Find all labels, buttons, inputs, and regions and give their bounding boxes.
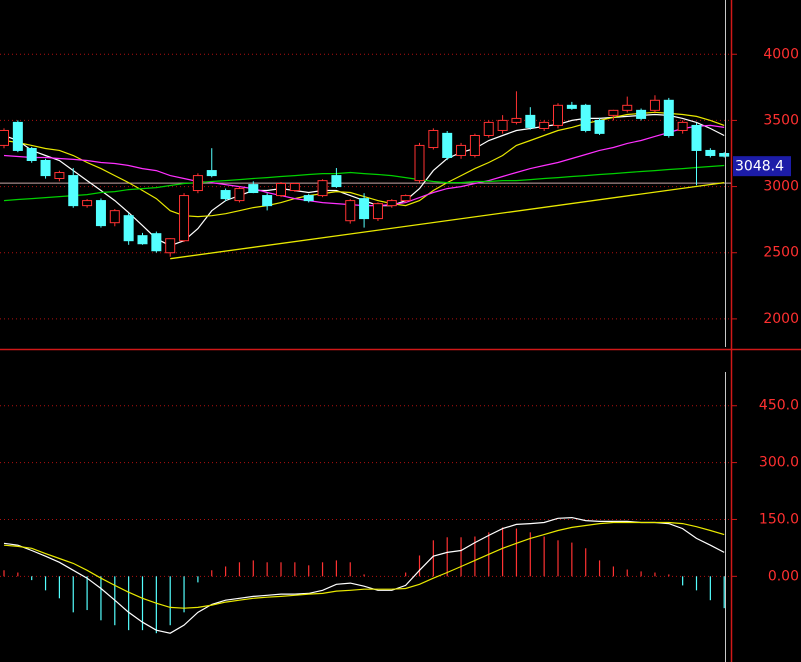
candle-body — [580, 104, 591, 131]
candle-body — [636, 109, 647, 119]
last-price-tag: 3048.4 — [733, 156, 791, 177]
candle-body — [663, 99, 674, 136]
candle-body — [705, 149, 716, 156]
candle-body — [165, 238, 176, 254]
candle-body — [608, 109, 619, 116]
y-tick-label: 3000 — [763, 179, 799, 195]
candle-body — [594, 119, 605, 134]
candle-body — [276, 183, 286, 197]
last-price-label: 3048.4 — [735, 159, 784, 175]
candle-body — [54, 172, 65, 179]
plot-layer — [0, 53, 731, 634]
candle-body — [192, 175, 203, 192]
candle-body — [428, 129, 439, 149]
candle-body — [359, 198, 370, 220]
candle-body — [649, 99, 660, 111]
macd-line — [3, 521, 725, 609]
candle-body — [40, 160, 51, 177]
candle-body — [483, 121, 494, 136]
candle-body — [151, 233, 162, 252]
candle-body — [289, 183, 300, 192]
trendline — [170, 181, 725, 260]
candle-body — [400, 195, 411, 202]
candle-body — [622, 104, 633, 111]
y-tick-label: 2500 — [763, 245, 799, 261]
y-tick-label: 300.0 — [759, 455, 799, 471]
candle-body — [234, 188, 245, 202]
y-tick-label: 2000 — [763, 311, 799, 327]
candle-body — [12, 121, 23, 151]
candle-body — [386, 200, 397, 207]
candle-body — [719, 152, 730, 157]
candle-body — [82, 200, 93, 207]
candle-body — [345, 200, 356, 222]
candle-body — [331, 175, 342, 188]
candle-body — [566, 104, 577, 109]
candle-body — [497, 119, 508, 131]
candle-body — [442, 132, 453, 158]
candle-body — [0, 129, 9, 146]
candle-body — [137, 235, 148, 245]
moving-average — [3, 164, 725, 202]
candle-body — [553, 104, 563, 126]
candle-body — [677, 121, 688, 131]
candle-body — [262, 195, 273, 207]
last-price-box — [733, 156, 791, 177]
y-tick-label: 450.0 — [759, 398, 799, 414]
candle-body — [525, 114, 536, 128]
candle-body — [123, 215, 134, 242]
candle-body — [372, 203, 383, 220]
candle-body — [68, 175, 79, 207]
candle-body — [303, 195, 314, 202]
candle-body — [206, 170, 217, 177]
candle-body — [539, 121, 550, 129]
candle-body — [469, 134, 480, 156]
y-tick-label: 0.00 — [768, 568, 799, 584]
candle-body — [26, 147, 37, 162]
candle-body — [220, 190, 231, 200]
macd-line — [3, 516, 725, 634]
candle-body — [414, 144, 425, 182]
candle-body — [95, 200, 106, 227]
candle-body — [109, 210, 120, 224]
candle-body — [248, 184, 259, 194]
y-tick-label: 150.0 — [759, 511, 799, 527]
y-tick-label: 3500 — [763, 112, 799, 128]
candle-body — [317, 180, 328, 197]
candle-body — [456, 144, 467, 156]
y-tick-label: 4000 — [763, 46, 799, 62]
candle-body — [179, 195, 190, 242]
candle-body — [511, 117, 522, 123]
candle-body — [691, 124, 702, 151]
